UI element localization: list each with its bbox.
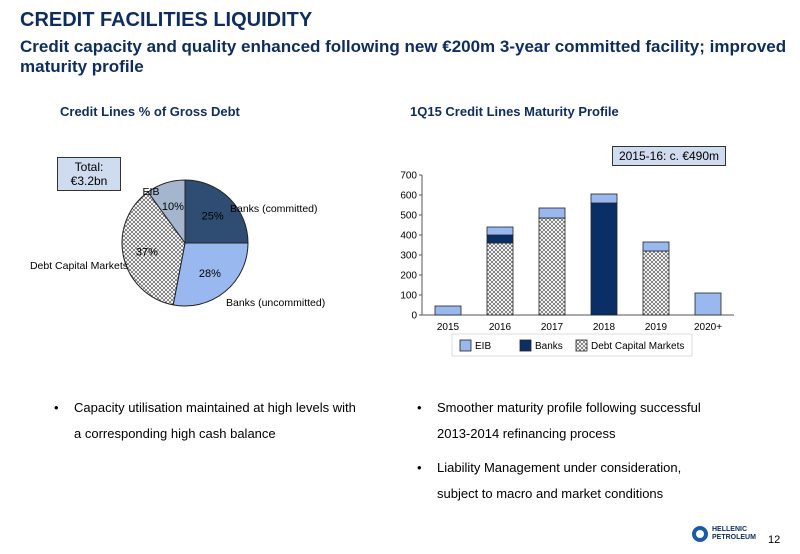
y-tick-label: 700 — [400, 171, 417, 182]
legend-label: Banks — [535, 341, 563, 352]
bar-banks-2018 — [590, 202, 618, 316]
x-tick-label: 2018 — [593, 322, 616, 333]
bar-debt-capital-markets-2017 — [538, 217, 566, 316]
y-tick-label: 500 — [400, 211, 417, 222]
legend-label: Debt Capital Markets — [591, 341, 684, 352]
y-tick-label: 600 — [400, 191, 417, 202]
page-title: CREDIT FACILITIES LIQUIDITY — [20, 9, 313, 31]
bar-eib-2017 — [538, 207, 566, 219]
bar-eib-2018 — [590, 193, 618, 204]
total-box: Total: €3.2bn — [57, 157, 121, 191]
pie-chart-svg: 25% Banks (committed) 28% Banks (uncommitte… — [30, 179, 325, 309]
legend-label: EIB — [475, 341, 491, 352]
total-label: Total: — [74, 160, 104, 174]
y-tick-label: 100 — [400, 291, 417, 302]
x-tick-label: 2016 — [489, 322, 512, 333]
pie-value-label: 28% — [199, 268, 221, 280]
logo-icon — [692, 526, 708, 542]
bar-eib-2016 — [486, 226, 514, 236]
pie-slice-debt-capital-markets — [121, 191, 186, 306]
pie-slice-name: Banks (uncommitted) — [226, 297, 325, 309]
x-tick-label: 2015 — [437, 322, 460, 333]
page-subtitle: Credit capacity and quality enhanced fol… — [20, 37, 787, 76]
bullet-item: Liability Management under consideration… — [417, 455, 715, 507]
pie-value-label: 37% — [136, 247, 158, 259]
y-tick-label: 200 — [400, 271, 417, 282]
pie-slice-banks-uncommitted — [172, 242, 249, 307]
bar-chart-svg: 0 100 200 300 400 500 600 700 2015 2016 2017 2018 20… — [400, 171, 734, 357]
x-tick-label: 2020+ — [694, 322, 722, 333]
page-number: 12 — [768, 534, 781, 546]
x-tick-label: 2017 — [541, 322, 564, 333]
bullet-item: Smoother maturity profile following succ… — [417, 395, 715, 447]
company-logo: HELLENIC PETROLEUM — [692, 526, 756, 542]
bar-debt-capital-markets-2019 — [642, 250, 670, 316]
pie-slice-name: Debt Capital Markets — [30, 260, 128, 272]
bar-banks-2016 — [486, 234, 514, 244]
y-tick-label: 0 — [411, 311, 417, 322]
pie-slice-banks-committed — [184, 179, 249, 244]
legend-swatch — [575, 339, 588, 352]
legend-swatch — [459, 339, 472, 352]
logo-line2: PETROLEUM — [712, 534, 756, 541]
bar-chart-title: 1Q15 Credit Lines Maturity Profile — [410, 104, 619, 119]
logo-line1: HELLENIC — [712, 526, 747, 533]
pie-chart-title: Credit Lines % of Gross Debt — [60, 104, 240, 119]
maturity-note: 2015-16: c. €490m — [612, 146, 726, 166]
bar-debt-capital-markets-2016 — [486, 242, 514, 316]
bar-chart: 0 100 200 300 400 500 600 700 2015 2016 2017 2018 20… — [390, 140, 770, 370]
bullet-item: Capacity utilisation maintained at high … — [54, 395, 362, 447]
bar-eib-2019 — [642, 241, 670, 252]
bullets-left: Capacity utilisation maintained at high … — [52, 395, 362, 455]
bullets-right: Smoother maturity profile following succ… — [415, 395, 715, 515]
pie-slice-name: EIB — [143, 186, 160, 198]
legend-frame — [451, 333, 693, 357]
bar-eib-2015 — [434, 305, 462, 316]
y-tick-label: 400 — [400, 231, 417, 242]
pie-value-label: 25% — [202, 210, 224, 222]
y-tick-label: 300 — [400, 251, 417, 262]
pie-slice-eib — [147, 179, 186, 245]
logo-text: HELLENIC PETROLEUM — [712, 526, 756, 542]
pie-chart: 25% Banks (committed) 28% Banks (uncommitte… — [30, 150, 360, 330]
pie-value-label: 10% — [162, 201, 184, 213]
legend-swatch — [519, 339, 532, 352]
pie-slice-name: Banks (committed) — [230, 203, 318, 215]
total-value: €3.2bn — [70, 174, 108, 188]
x-tick-label: 2019 — [645, 322, 668, 333]
bar-eib-2020+ — [694, 292, 722, 316]
